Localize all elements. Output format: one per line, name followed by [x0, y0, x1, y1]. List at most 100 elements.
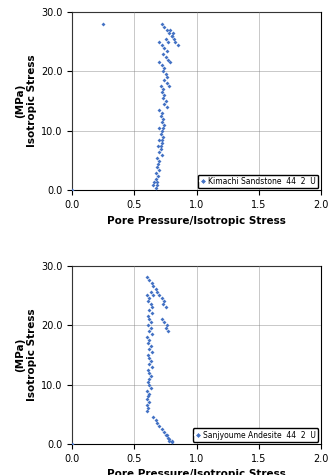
Point	[149, 348, 155, 356]
Point	[149, 363, 155, 371]
Point	[101, 20, 106, 28]
Point	[157, 422, 162, 430]
Point	[159, 139, 164, 147]
Point	[164, 321, 169, 329]
Point	[169, 438, 174, 446]
Point	[147, 294, 152, 302]
Point	[155, 142, 161, 150]
Point	[145, 366, 151, 373]
Point	[147, 315, 152, 323]
Point	[166, 83, 172, 90]
Point	[152, 178, 157, 185]
Point	[153, 169, 158, 176]
Point	[169, 437, 174, 445]
Point	[144, 402, 149, 409]
Point	[157, 136, 162, 143]
Point	[147, 375, 152, 382]
Point	[163, 431, 168, 439]
Point	[165, 327, 171, 335]
Point	[154, 419, 160, 427]
Point	[166, 437, 172, 445]
Point	[164, 47, 169, 54]
Point	[164, 74, 169, 81]
Point	[159, 127, 164, 135]
Point	[161, 95, 166, 102]
Point	[147, 306, 152, 314]
Point	[159, 88, 164, 96]
Point	[164, 79, 169, 87]
Point	[161, 115, 166, 123]
Point	[164, 431, 169, 439]
Point	[165, 56, 171, 63]
Point	[145, 297, 151, 305]
Point	[159, 315, 164, 323]
Point	[159, 426, 164, 433]
Point	[161, 300, 166, 308]
Point	[144, 292, 149, 299]
Point	[144, 274, 149, 281]
Point	[166, 29, 172, 37]
Point	[158, 145, 163, 152]
Point	[153, 175, 158, 182]
Point	[169, 32, 174, 39]
Point	[149, 309, 155, 317]
Point	[157, 148, 162, 156]
Point	[158, 112, 163, 120]
Point	[161, 133, 166, 141]
Point	[161, 86, 166, 93]
Point	[161, 124, 166, 132]
Point	[175, 41, 181, 48]
Point	[157, 124, 162, 132]
Point	[165, 434, 171, 442]
Y-axis label: (MPa)
Isotropic Stress: (MPa) Isotropic Stress	[15, 308, 37, 401]
Point	[150, 414, 156, 421]
Point	[170, 29, 176, 37]
Point	[147, 360, 152, 368]
Point	[153, 285, 158, 293]
Point	[157, 59, 162, 66]
Point	[161, 67, 166, 75]
Point	[159, 20, 164, 28]
Point	[168, 59, 173, 66]
Point	[173, 38, 178, 46]
X-axis label: Pore Pressure/Isotropic Stress: Pore Pressure/Isotropic Stress	[107, 469, 286, 475]
Point	[163, 304, 168, 311]
Point	[157, 38, 162, 46]
Point	[147, 381, 152, 389]
Point	[162, 65, 167, 72]
Point	[161, 50, 166, 57]
Point	[144, 333, 149, 341]
Point	[145, 405, 151, 412]
Point	[144, 396, 149, 403]
Point	[162, 318, 167, 326]
Point	[154, 288, 160, 296]
Point	[148, 342, 153, 350]
Point	[162, 121, 167, 129]
Point	[145, 313, 151, 320]
Point	[148, 357, 153, 365]
Point	[162, 428, 167, 436]
Point	[164, 26, 169, 34]
Point	[145, 339, 151, 347]
Point	[147, 399, 152, 406]
Point	[159, 41, 164, 48]
Point	[162, 100, 167, 108]
Point	[148, 300, 153, 308]
Point	[148, 288, 153, 296]
Point	[163, 324, 168, 332]
Point	[148, 384, 153, 391]
Point	[155, 172, 161, 180]
X-axis label: Pore Pressure/Isotropic Stress: Pore Pressure/Isotropic Stress	[107, 216, 286, 226]
Point	[145, 351, 151, 359]
Point	[159, 136, 164, 143]
Point	[150, 180, 156, 188]
Point	[145, 321, 151, 329]
Point	[168, 26, 173, 34]
Point	[169, 32, 174, 39]
Point	[154, 178, 160, 185]
Point	[157, 106, 162, 114]
Point	[144, 387, 149, 394]
Point	[154, 163, 160, 171]
Point	[157, 166, 162, 173]
Point	[172, 35, 177, 42]
